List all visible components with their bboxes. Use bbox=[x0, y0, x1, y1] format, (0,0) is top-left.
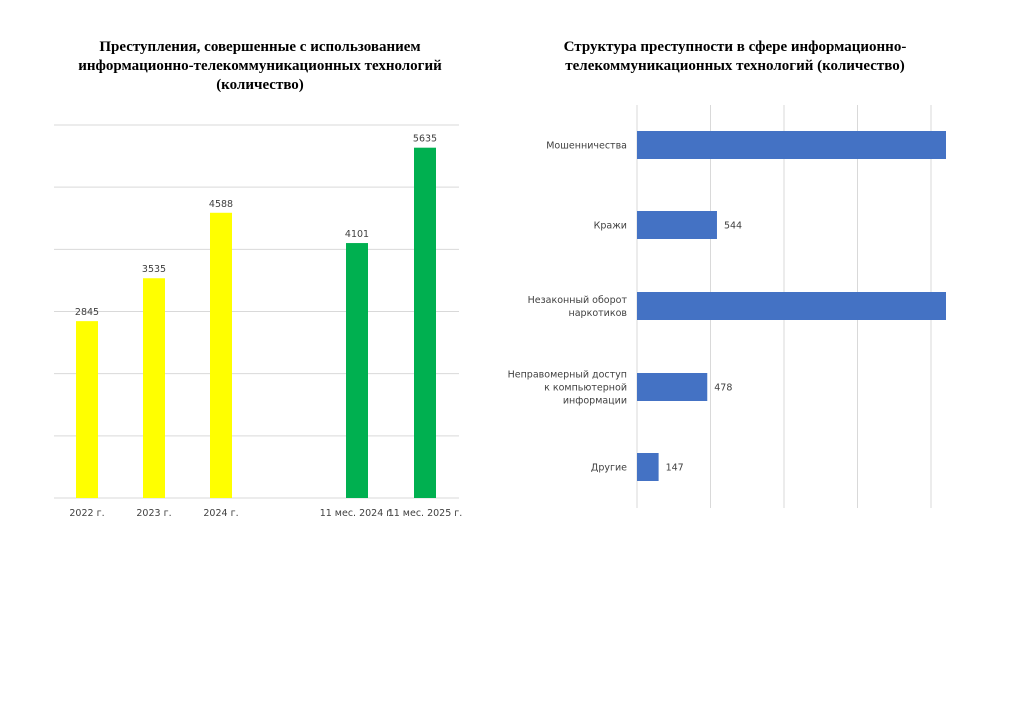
bar-2 bbox=[637, 211, 717, 239]
category-label: Мошенничества bbox=[546, 141, 627, 152]
x-tick-label: 11 мес. 2025 г. bbox=[388, 508, 463, 519]
data-label: 4101 bbox=[345, 229, 369, 240]
category-label: информации bbox=[563, 396, 627, 407]
bar-5 bbox=[637, 453, 659, 481]
bar-5 bbox=[414, 147, 436, 498]
data-label: 544 bbox=[724, 221, 742, 232]
data-label: 147 bbox=[666, 463, 684, 474]
data-label: 4588 bbox=[209, 199, 233, 210]
x-tick-label: 11 мес. 2024 г. bbox=[320, 508, 395, 519]
bar-4 bbox=[346, 243, 368, 498]
chart-title-crime-structure: Структура преступности в сфере информаци… bbox=[563, 39, 907, 74]
data-label: 3535 bbox=[142, 264, 166, 275]
bar-2 bbox=[143, 278, 165, 498]
category-label: к компьютерной bbox=[544, 383, 627, 394]
x-tick-label: 2024 г. bbox=[203, 508, 238, 519]
data-label: 5635 bbox=[413, 134, 437, 145]
category-label: Незаконный оборот bbox=[528, 295, 628, 306]
category-label: наркотиков bbox=[569, 308, 628, 319]
x-tick-label: 2022 г. bbox=[69, 508, 104, 519]
category-label: Неправомерный доступ bbox=[508, 370, 627, 381]
bar-3 bbox=[210, 212, 232, 498]
bar-3 bbox=[637, 292, 946, 320]
chart-title-crimes-by-year: Преступления, совершенные с использовани… bbox=[78, 39, 442, 93]
bar-1 bbox=[637, 131, 946, 159]
category-label: Другие bbox=[591, 463, 627, 474]
bar-4 bbox=[637, 373, 708, 401]
bar-1 bbox=[76, 321, 98, 498]
x-tick-label: 2023 г. bbox=[136, 508, 171, 519]
data-label: 478 bbox=[714, 383, 732, 394]
data-label: 2845 bbox=[75, 307, 99, 318]
category-label: Кражи bbox=[594, 221, 627, 232]
